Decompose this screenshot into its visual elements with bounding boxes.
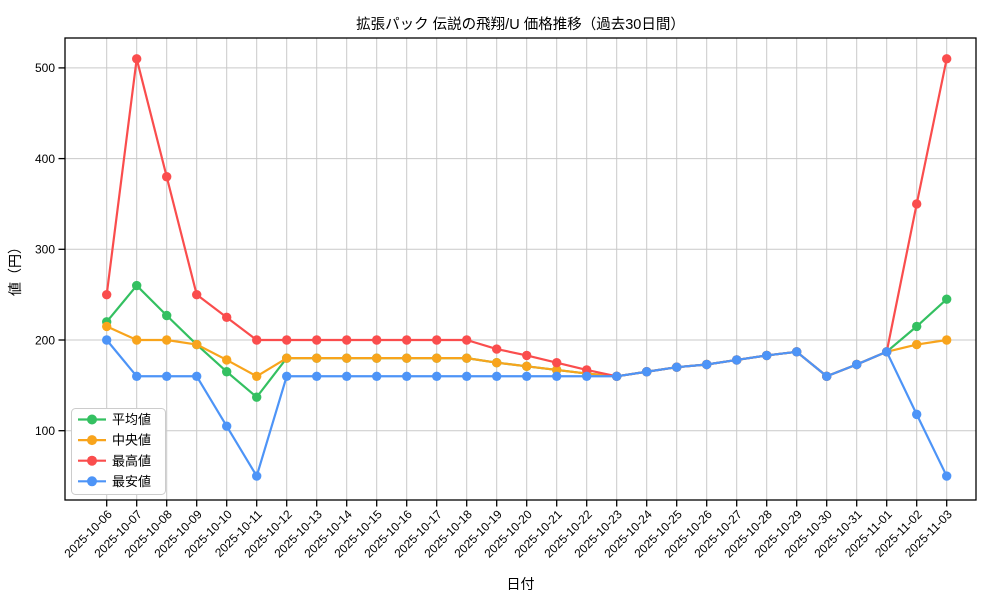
data-point-max [372, 335, 382, 345]
data-point-average [252, 392, 262, 402]
y-axis: 100 200 300 400 500 [35, 61, 65, 438]
legend-label-min: 最安値 [112, 474, 151, 489]
data-point-min [462, 371, 472, 381]
data-point-min [612, 371, 622, 381]
data-point-median [162, 335, 172, 345]
data-point-average [132, 280, 142, 291]
data-point-min [822, 371, 832, 381]
data-point-min [882, 347, 892, 357]
data-point-max [132, 54, 142, 64]
legend-label-max: 最高値 [112, 453, 151, 468]
data-point-median [312, 353, 322, 363]
data-point-median [132, 335, 142, 345]
x-axis-label: 日付 [506, 576, 535, 592]
data-point-min [342, 371, 352, 381]
data-point-max [102, 289, 112, 300]
data-point-max [492, 344, 502, 354]
grid [65, 38, 976, 500]
data-point-max [942, 54, 952, 64]
data-point-max [282, 335, 292, 345]
data-point-min [702, 359, 712, 370]
data-point-median [342, 353, 352, 363]
data-point-median [192, 339, 202, 350]
data-point-min [762, 350, 772, 361]
data-point-min [732, 355, 742, 365]
data-point-median [102, 321, 112, 332]
data-point-max [432, 335, 442, 345]
data-point-min [642, 367, 652, 377]
data-point-average [222, 367, 232, 377]
data-point-max [222, 312, 232, 323]
data-point-min [792, 347, 802, 357]
data-point-min [282, 371, 292, 381]
data-point-max [192, 289, 202, 300]
x-axis: 2025-10-062025-10-072025-10-082025-10-09… [62, 500, 955, 561]
legend-label-median: 中央値 [112, 433, 151, 448]
data-point-average [912, 321, 922, 332]
legend-marker-min [87, 476, 97, 487]
data-point-max [462, 335, 472, 345]
data-point-min [492, 371, 502, 381]
data-point-max [552, 357, 562, 368]
data-point-max [162, 172, 172, 182]
data-point-median [912, 339, 922, 350]
legend-item-average: 平均値 [78, 412, 151, 427]
y-tick-label: 100 [35, 424, 55, 438]
chart-title: 拡張パック 伝説の飛翔/U 価格推移（過去30日間） [356, 17, 685, 33]
data-point-min [132, 371, 142, 381]
data-point-median [372, 353, 382, 363]
data-point-min [582, 371, 592, 381]
data-point-min [162, 371, 172, 381]
data-point-max [402, 335, 412, 345]
data-point-min [252, 471, 262, 481]
data-point-max [522, 350, 532, 361]
data-point-median [402, 353, 412, 363]
data-point-min [942, 471, 952, 481]
legend-item-min: 最安値 [78, 474, 151, 489]
data-point-median [222, 355, 232, 365]
data-point-max [312, 335, 322, 345]
data-point-median [462, 353, 472, 363]
data-point-min [372, 371, 382, 381]
data-point-min [402, 371, 412, 381]
legend-item-median: 中央値 [78, 433, 151, 448]
data-point-median [942, 335, 952, 345]
data-point-median [522, 361, 532, 372]
plot-background [65, 38, 976, 500]
data-point-max [912, 199, 922, 209]
data-point-min [522, 371, 532, 381]
data-point-min [552, 371, 562, 381]
legend-label-average: 平均値 [112, 412, 151, 427]
y-tick-label: 400 [35, 152, 55, 166]
data-point-min [912, 409, 922, 420]
data-point-max [252, 335, 262, 345]
legend-marker-average [87, 414, 97, 425]
y-tick-label: 300 [35, 243, 55, 257]
data-point-min [222, 421, 232, 431]
data-point-min [312, 371, 322, 381]
y-tick-label: 200 [35, 333, 55, 347]
data-point-min [432, 371, 442, 381]
legend-item-max: 最高値 [78, 453, 151, 468]
data-point-min [192, 371, 202, 381]
series-min [102, 335, 952, 481]
data-point-median [282, 353, 292, 363]
legend-box [71, 408, 166, 495]
data-point-average [942, 294, 952, 304]
data-point-median [432, 353, 442, 363]
legend-marker-max [87, 455, 97, 466]
axes-border [64, 37, 977, 501]
data-point-min [672, 362, 682, 372]
data-point-median [492, 357, 502, 368]
data-point-average [162, 310, 172, 321]
legend-marker-median [87, 435, 97, 446]
data-point-median [252, 371, 262, 381]
y-tick-label: 500 [35, 61, 55, 75]
data-point-min [852, 359, 862, 370]
data-point-max [342, 335, 352, 345]
data-point-min [102, 335, 112, 345]
